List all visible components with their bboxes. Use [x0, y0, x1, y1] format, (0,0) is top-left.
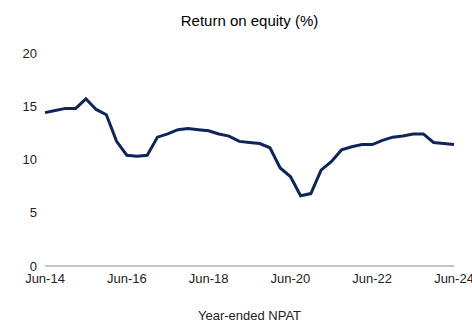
- svg-text:20: 20: [23, 46, 37, 61]
- svg-text:Jun-18: Jun-18: [189, 271, 229, 286]
- svg-text:0: 0: [30, 259, 37, 274]
- svg-text:10: 10: [23, 152, 37, 167]
- svg-text:Jun-22: Jun-22: [352, 271, 392, 286]
- svg-text:5: 5: [30, 205, 37, 220]
- svg-text:Jun-20: Jun-20: [271, 271, 311, 286]
- svg-text:Jun-14: Jun-14: [25, 271, 65, 287]
- svg-text:Jun-24: Jun-24: [434, 271, 464, 286]
- html-text:Return on equity (%): Return on equity (%): [180, 12, 319, 29]
- svg-text:15: 15: [23, 99, 37, 114]
- svg-text:Year-ended NPAT: Year-ended NPAT: [198, 308, 301, 323]
- svg-text:Jun-16: Jun-16: [107, 271, 147, 286]
